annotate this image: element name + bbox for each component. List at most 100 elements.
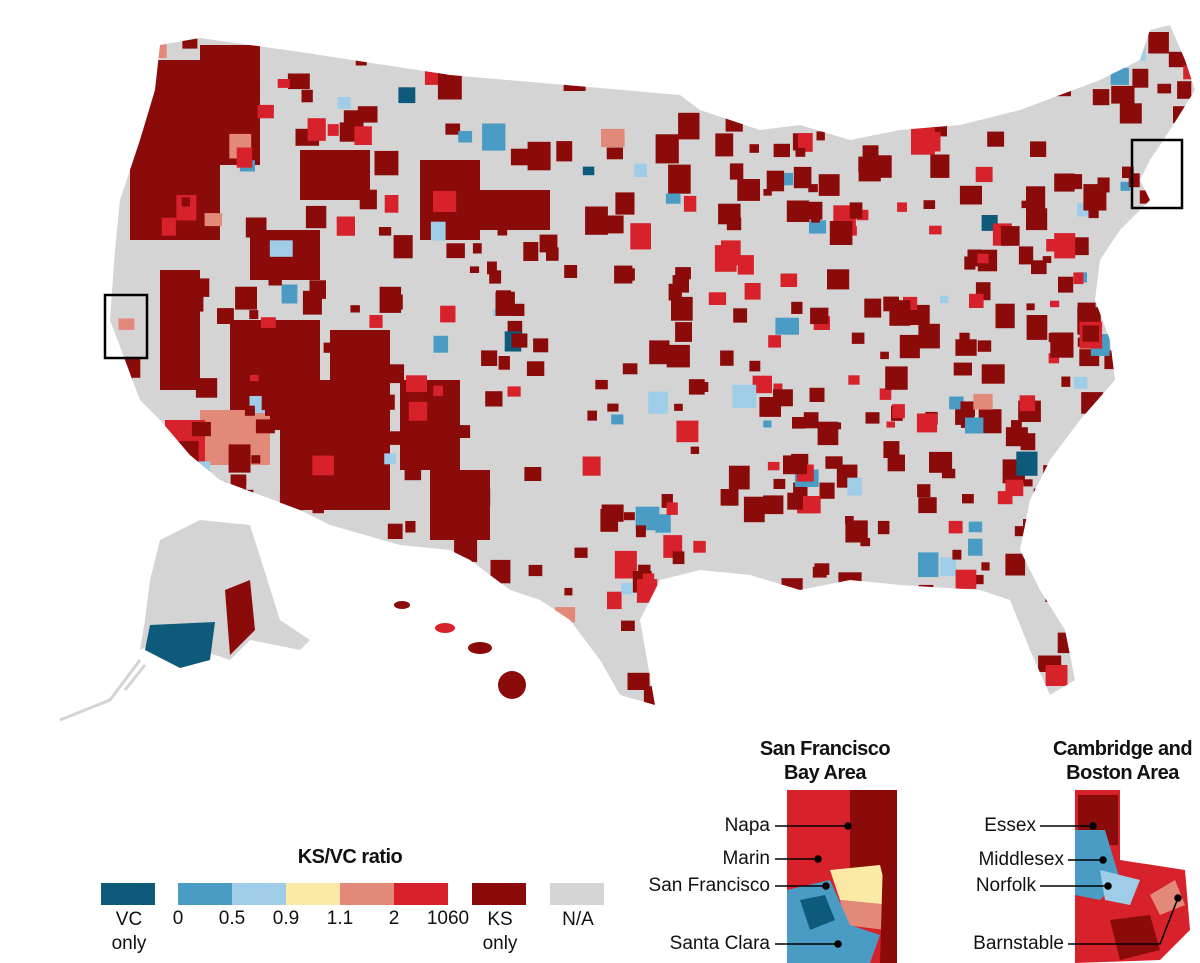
county — [868, 66, 892, 95]
county — [472, 243, 482, 254]
county — [1186, 578, 1195, 599]
county — [768, 335, 781, 348]
county — [323, 342, 338, 353]
county — [636, 579, 658, 603]
county — [902, 670, 924, 687]
county — [1192, 659, 1195, 670]
county — [1168, 420, 1179, 429]
county — [1026, 303, 1035, 311]
county — [249, 310, 259, 320]
county — [265, 406, 275, 416]
county — [382, 364, 405, 384]
county — [1124, 643, 1137, 656]
county — [1175, 526, 1194, 541]
county — [773, 383, 783, 394]
county — [1182, 131, 1195, 143]
county — [797, 590, 811, 603]
county — [1102, 710, 1123, 725]
county — [655, 134, 679, 164]
county — [303, 671, 318, 690]
county — [302, 440, 317, 455]
county — [135, 534, 144, 541]
county — [674, 403, 683, 411]
county — [243, 684, 255, 693]
county — [733, 581, 744, 594]
county — [671, 296, 693, 321]
county — [191, 421, 211, 437]
county — [195, 378, 218, 398]
county — [1185, 465, 1195, 476]
county — [1000, 226, 1020, 246]
county — [736, 83, 756, 108]
county — [228, 444, 251, 473]
county — [809, 387, 825, 402]
county — [878, 663, 902, 694]
county — [433, 385, 443, 396]
county — [661, 494, 673, 508]
county — [490, 559, 511, 584]
county — [868, 85, 892, 112]
county — [1158, 425, 1182, 450]
county — [404, 461, 422, 481]
county — [945, 594, 964, 616]
county — [743, 496, 765, 523]
county — [1195, 555, 1200, 567]
county — [795, 147, 806, 157]
county — [496, 290, 511, 303]
legend-swatch — [340, 883, 394, 905]
county — [1026, 315, 1048, 340]
county — [565, 685, 580, 702]
county — [611, 414, 624, 425]
county — [927, 611, 943, 624]
county — [948, 100, 969, 122]
county — [574, 547, 588, 558]
county — [615, 192, 635, 215]
county — [737, 255, 754, 275]
county — [235, 286, 257, 310]
county — [1073, 272, 1084, 285]
county — [952, 549, 962, 560]
county — [805, 602, 826, 620]
county — [337, 97, 351, 109]
county — [940, 295, 949, 304]
county — [1115, 406, 1136, 432]
legend-break: 1060 — [426, 908, 470, 929]
county — [627, 672, 650, 690]
county — [1105, 492, 1127, 517]
county — [582, 456, 601, 476]
county — [344, 564, 365, 583]
county — [507, 386, 521, 397]
county — [658, 604, 672, 615]
county — [712, 53, 735, 81]
county — [1146, 276, 1157, 286]
county — [1026, 186, 1046, 209]
county — [962, 709, 985, 732]
county — [987, 131, 1005, 147]
county — [1102, 484, 1121, 508]
county — [384, 453, 397, 465]
county — [1092, 89, 1110, 106]
county — [1057, 632, 1080, 654]
county — [950, 606, 965, 620]
county — [582, 166, 595, 176]
county — [1055, 82, 1071, 97]
county — [1192, 700, 1195, 705]
county — [1187, 395, 1195, 406]
county — [281, 284, 298, 304]
county — [1110, 68, 1129, 85]
county — [1125, 38, 1146, 61]
county — [1023, 519, 1033, 529]
county — [792, 417, 806, 429]
county — [1067, 174, 1083, 190]
county — [1008, 681, 1026, 695]
county — [726, 217, 742, 231]
county — [827, 269, 850, 290]
county — [808, 184, 818, 193]
county — [1003, 87, 1017, 100]
county — [614, 550, 637, 579]
county — [268, 271, 282, 286]
county — [888, 35, 911, 58]
county — [245, 217, 267, 238]
county — [706, 631, 729, 659]
county — [301, 550, 317, 562]
